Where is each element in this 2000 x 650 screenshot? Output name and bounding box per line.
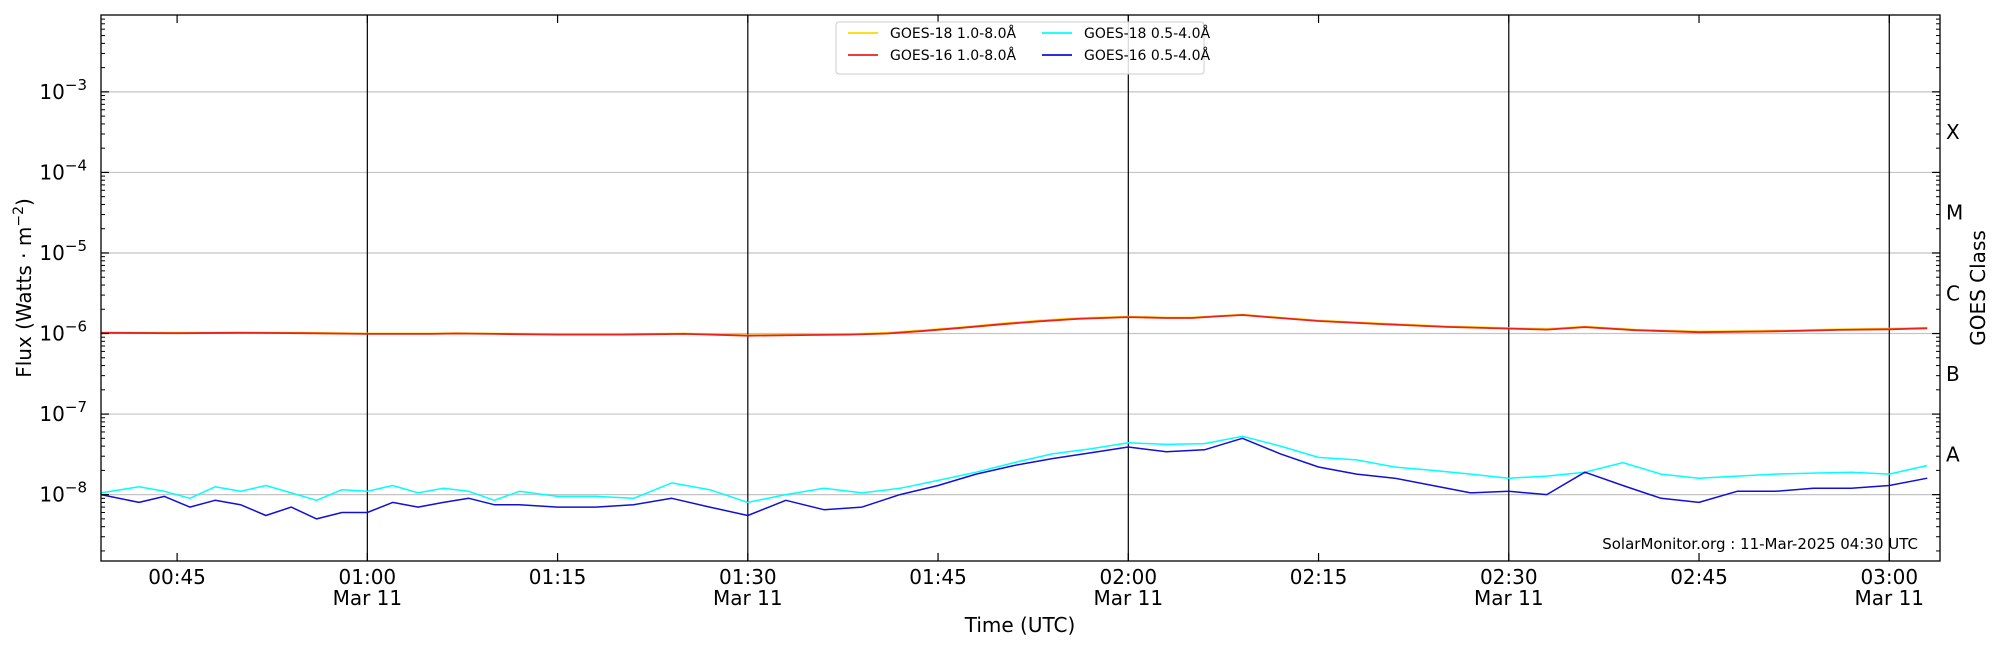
- plot-frame: [100, 14, 1941, 562]
- x-tick-date-label: Mar 11: [333, 586, 403, 610]
- x-tick-label: 01:15: [529, 565, 587, 589]
- vertical-day-lines: [366, 15, 1890, 561]
- series-line-3: [100, 435, 1928, 504]
- legend: GOES-18 1.0-8.0Å GOES-16 1.0-8.0Å GOES-18 …: [835, 21, 1210, 75]
- grid-layer: [101, 91, 1940, 496]
- goes-class-label: M: [1946, 201, 1963, 225]
- series-line-2: [100, 314, 1928, 337]
- x-tick-label: 03:00: [1860, 565, 1918, 589]
- x-tick-label: 02:30: [1480, 565, 1538, 589]
- x-tick-date-label: Mar 11: [1094, 586, 1164, 610]
- series-layer: [100, 313, 1928, 520]
- right-axis-label: GOES Class: [1966, 230, 1990, 346]
- x-tick-date-label: Mar 11: [1854, 586, 1924, 610]
- y-axis-ticks: 10−8 10−7 10−6 10−5 10−4 10−3: [39, 18, 1940, 552]
- goes-class-label: C: [1946, 281, 1960, 305]
- x-tick-label: 01:00: [339, 565, 397, 589]
- goes-class-ticks: A B C M X: [1946, 120, 1963, 466]
- legend-label: GOES-16 1.0-8.0Å: [890, 47, 1016, 64]
- x-tick-label: 02:45: [1670, 565, 1728, 589]
- series-line-1: [100, 313, 1928, 337]
- legend-box: [835, 21, 1205, 75]
- y-tick-label: 10−8: [39, 479, 87, 507]
- y-tick-label: 10−6: [39, 318, 87, 346]
- credit-text: SolarMonitor.org : 11-Mar-2025 04:30 UTC: [1602, 535, 1918, 553]
- series-line-4: [100, 437, 1928, 520]
- x-tick-label: 01:45: [909, 565, 967, 589]
- y-axis-label: Flux (Watts · m−2): [11, 198, 36, 378]
- goes-class-label: B: [1946, 362, 1960, 386]
- x-axis-label: Time (UTC): [964, 613, 1076, 637]
- x-tick-label: 01:30: [719, 565, 777, 589]
- y-tick-label: 10−3: [39, 76, 87, 104]
- legend-label: GOES-16 0.5-4.0Å: [1084, 47, 1210, 64]
- y-tick-label: 10−5: [39, 237, 87, 265]
- legend-label: GOES-18 0.5-4.0Å: [1084, 25, 1210, 42]
- x-tick-label: 02:15: [1290, 565, 1348, 589]
- y-tick-label: 10−7: [39, 398, 87, 426]
- x-tick-label: 02:00: [1099, 565, 1157, 589]
- legend-label: GOES-18 1.0-8.0Å: [890, 25, 1016, 42]
- x-tick-date-label: Mar 11: [713, 586, 783, 610]
- x-tick-date-label: Mar 11: [1474, 586, 1544, 610]
- goes-class-label: X: [1946, 120, 1960, 144]
- y-tick-label: 10−4: [39, 156, 87, 184]
- x-tick-label: 00:45: [148, 565, 206, 589]
- goes-class-label: A: [1946, 442, 1960, 466]
